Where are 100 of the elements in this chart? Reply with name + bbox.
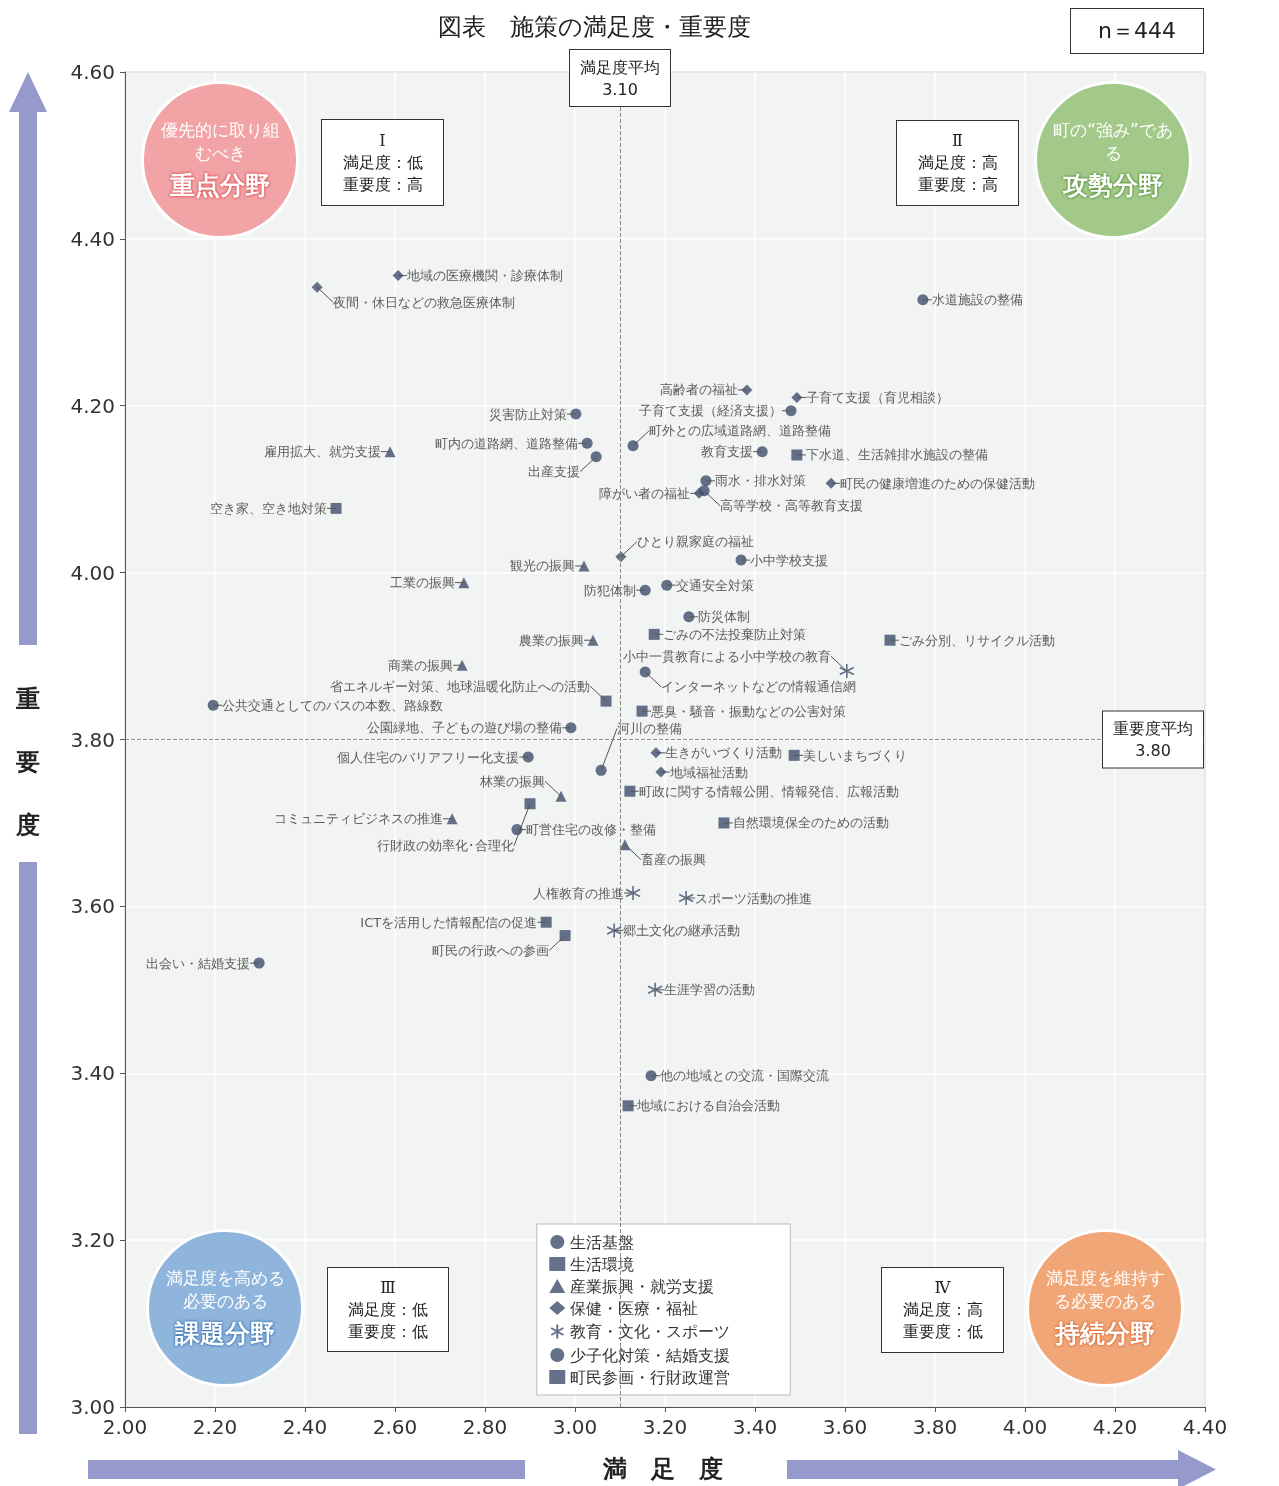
x-tick-label: 4.40 (1182, 1415, 1228, 1439)
point (625, 885, 641, 901)
point (456, 659, 468, 671)
annotation: 夜間・休日などの救急医療体制 (333, 294, 516, 310)
x-tick-label: 3.80 (912, 1415, 958, 1439)
x-tick-label: 3.20 (642, 1415, 688, 1439)
annotation: 自然環境保全のための活動 (732, 815, 889, 831)
annotation: 子育て支援（育児相談） (805, 389, 949, 405)
point (384, 446, 396, 458)
annotation: ごみ分別、リサイクル活動 (899, 632, 1055, 648)
point (693, 487, 705, 499)
annotation: 空き家、空き地対策 (210, 500, 328, 516)
chart-title: 図表 施策の満足度・重要度 (438, 13, 751, 41)
point (791, 391, 803, 403)
annotation: Ⅱ満足度：高重要度：高 (916, 130, 999, 196)
point (581, 437, 593, 449)
x-axis-title: 満 足 度 (602, 1454, 724, 1485)
annotation: 町の“強み”である攻勢分野 (1052, 118, 1174, 202)
annotation: Ⅳ満足度：高重要度：低 (901, 1277, 984, 1343)
annotation: 出会い・結婚支援 (146, 955, 251, 971)
annotation: 高等学校・高等教育支援 (720, 498, 864, 514)
annotation: ひとり親家庭の福祉 (636, 534, 754, 550)
y-tick-label: 4.40 (70, 226, 115, 251)
y-tick-label: 3.20 (70, 1228, 115, 1253)
annotation: 高齢者の福祉 (659, 382, 738, 398)
annotation: 優先的に取り組むべき重点分野 (159, 118, 281, 202)
point (788, 749, 800, 761)
annotation: 町民の健康増進のための保健活動 (840, 475, 1036, 491)
point (565, 722, 577, 734)
point (650, 747, 662, 759)
point (791, 449, 803, 461)
annotation: 下水道、生活雑排水施設の整備 (805, 447, 988, 463)
x-tick-label: 2.20 (192, 1415, 238, 1439)
annotation: 他の地域との交流・国際交流 (660, 1068, 830, 1084)
annotation: 満足度を高める必要のある課題分野 (164, 1266, 286, 1350)
annotation: 河川の整備 (617, 720, 683, 736)
point (627, 440, 639, 452)
x-tick-label: 4.20 (1092, 1415, 1138, 1439)
point (559, 930, 571, 942)
point (458, 577, 470, 589)
annotation: 町政に関する情報公開、情報発信、広報活動 (638, 783, 899, 799)
annotation: 町内の道路網、道路整備 (435, 435, 579, 451)
text: n＝444 (1070, 8, 1204, 54)
annotation: スポーツ活動の推進 (695, 890, 813, 906)
point (718, 817, 730, 829)
annotation: コミュニティビジネスの推進 (274, 811, 444, 827)
annotation: 満足度を維持する必要のある持続分野 (1044, 1266, 1166, 1350)
x-tick-label: 2.60 (372, 1415, 418, 1439)
annotation: 観光の振興 (510, 558, 575, 574)
ref-line-label: 重要度平均 3.80 (1113, 719, 1193, 760)
x-tick-label: 3.40 (732, 1415, 778, 1439)
annotation: 農業の振興 (519, 632, 584, 648)
annotation: 雇用拡大、就労支援 (264, 444, 382, 460)
point (639, 666, 651, 678)
annotation: 生きがいづくり活動 (665, 745, 782, 761)
point (636, 705, 648, 717)
point (785, 405, 797, 417)
x-tick-label: 2.80 (462, 1415, 508, 1439)
x-tick-label: 3.60 (822, 1415, 868, 1439)
annotation: 出産支援 (528, 464, 581, 480)
annotation: 公共交通としてのバスの本数、路線数 (222, 697, 444, 713)
y-tick-label: 4.00 (70, 560, 115, 585)
annotation: 小中学校支援 (750, 552, 829, 568)
annotation: 教育支援 (701, 444, 754, 460)
point (606, 922, 622, 939)
point (839, 663, 855, 679)
point (825, 477, 837, 489)
point (540, 916, 552, 928)
annotation: 町外との広域道路網、道路整備 (649, 423, 832, 439)
annotation: Ⅲ満足度：低重要度：低 (347, 1276, 429, 1343)
annotation: 美しいまちづくり (803, 747, 908, 763)
annotation: インターネットなどの情報通信網 (661, 679, 857, 695)
annotation: 雨水・排水対策 (714, 473, 806, 489)
x-tick-label: 3.00 (552, 1415, 598, 1439)
annotation: 防犯体制 (584, 582, 637, 598)
ref-line-label: 満足度平均 3.10 (580, 57, 660, 99)
point (624, 785, 636, 797)
annotation: 地域福祉活動 (668, 764, 748, 780)
annotation: ICTを活用した情報配信の促進 (360, 914, 538, 930)
point (683, 611, 695, 623)
annotation: 地域における自治会活動 (636, 1098, 781, 1114)
point (884, 634, 896, 646)
point (917, 294, 929, 306)
x-tick-label: 4.00 (1002, 1415, 1048, 1439)
legend-label: 保健・医療・福祉 (570, 1298, 699, 1318)
annotation: 町営住宅の改修・整備 (525, 822, 656, 838)
y-tick-label: 3.40 (70, 1061, 115, 1086)
point (392, 270, 404, 282)
y-tick-label: 3.60 (70, 894, 115, 919)
point (330, 502, 342, 514)
annotation: 生涯学習の活動 (664, 982, 756, 998)
annotation: 小中一貫教育による小中学校の教育 (622, 648, 831, 664)
legend-label: 少子化対策・結婚支援 (570, 1345, 731, 1365)
point (647, 982, 663, 998)
y-tick-label: 4.60 (70, 60, 115, 84)
annotation: 災害防止対策 (488, 406, 567, 422)
point (555, 790, 567, 802)
annotation: 交通安全対策 (675, 577, 754, 593)
point (741, 384, 753, 396)
annotation: 省エネルギー対策、地球温暖化防止への活動 (330, 678, 591, 694)
